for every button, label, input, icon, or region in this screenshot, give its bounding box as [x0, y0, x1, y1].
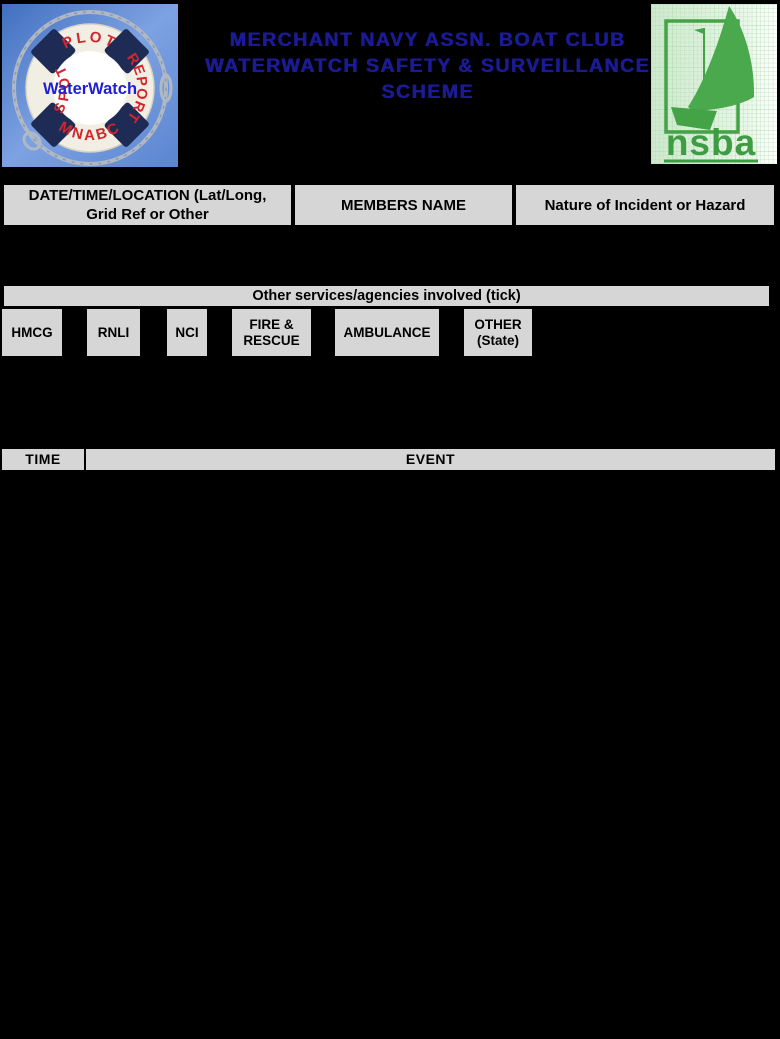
tick-box-fire-rescue[interactable]: FIRE & RESCUE — [232, 309, 311, 356]
title-line-2: WATERWATCH SAFETY & SURVEILLANCE — [205, 55, 650, 77]
members-name-label: MEMBERS NAME — [340, 196, 466, 214]
tick-box-label: (State) — [476, 332, 519, 348]
tick-box-label: OTHER — [474, 316, 522, 332]
tick-box-hmcg[interactable]: HMCG — [2, 309, 62, 356]
column-header-members-name: MEMBERS NAME — [293, 183, 514, 227]
page-title: MERCHANT NAVY ASSN. BOAT CLUB WATERWATCH… — [180, 27, 675, 105]
title-line-3: SCHEME — [381, 81, 474, 103]
tick-box-label: AMBULANCE — [343, 324, 431, 340]
tick-box-label: RESCUE — [243, 332, 300, 348]
lifebuoy-icon: PLOT MNABC SPOT REPORT WaterWatch — [2, 4, 178, 167]
tick-box-rnli[interactable]: RNLI — [87, 309, 140, 356]
nature-of-incident-label: Nature of Incident or Hazard — [544, 196, 746, 214]
column-header-time: TIME — [2, 449, 84, 470]
date-time-location-line-1: DATE/TIME/LOCATION (Lat/Long, — [28, 187, 267, 204]
logo-word-spot: SPOT — [51, 60, 74, 116]
column-header-date-time-location: DATE/TIME/LOCATION (Lat/Long, Grid Ref o… — [2, 183, 293, 227]
tick-box-label: HMCG — [11, 324, 53, 340]
nsba-logo: nsba — [651, 4, 777, 164]
sailboat-icon: nsba — [651, 4, 777, 164]
tick-box-ambulance[interactable]: AMBULANCE — [335, 309, 439, 356]
tick-box-label: FIRE & — [249, 316, 294, 332]
tick-box-label: RNLI — [97, 324, 130, 340]
time-label: TIME — [25, 451, 61, 467]
nsba-logo-text: nsba — [666, 122, 756, 163]
column-header-event: EVENT — [86, 449, 775, 470]
title-line-1: MERCHANT NAVY ASSN. BOAT CLUB — [229, 29, 626, 51]
date-time-location-line-2: Grid Ref or Other — [86, 206, 209, 223]
services-header-label: Other services/agencies involved (tick) — [252, 288, 521, 304]
event-label: EVENT — [405, 451, 456, 467]
services-section-header: Other services/agencies involved (tick) — [2, 284, 771, 308]
tick-box-label: NCI — [175, 324, 199, 340]
logo-word-waterwatch: WaterWatch — [43, 80, 137, 98]
tick-box-nci[interactable]: NCI — [167, 309, 207, 356]
tick-box-other-state[interactable]: OTHER (State) — [464, 309, 532, 356]
waterwatch-logo: PLOT MNABC SPOT REPORT WaterWatch — [2, 4, 178, 167]
column-header-nature-of-incident: Nature of Incident or Hazard — [514, 183, 776, 227]
